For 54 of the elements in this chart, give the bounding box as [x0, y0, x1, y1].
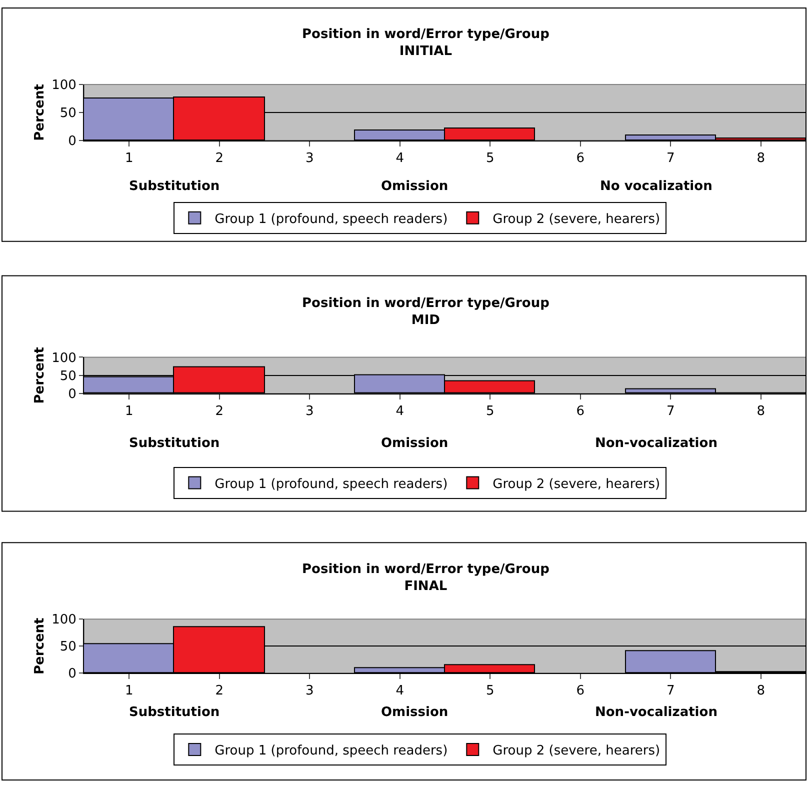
x-tick-label: 2: [215, 150, 224, 166]
y-axis-title: Percent: [32, 84, 48, 141]
x-tick-label: 5: [486, 150, 494, 166]
x-tick-label: 6: [576, 684, 585, 699]
legend-label: Group 1 (profound, speech readers): [214, 212, 448, 227]
text: Omission: [381, 436, 448, 451]
legend-label: Group 2 (severe, hearers): [492, 744, 660, 759]
x-tick-label: 3: [305, 684, 314, 699]
y-tick-label: 0: [68, 666, 76, 682]
x-tick-label: 7: [666, 150, 675, 166]
y-tick-label: 0: [68, 387, 76, 402]
chart-title: Position in word/Error type/Group MID: [302, 296, 550, 328]
text: Non-vocalization: [595, 705, 718, 720]
x-tick-label: 8: [756, 684, 766, 699]
chart-title: Position in word/Error type/Group INITIAL: [302, 27, 550, 59]
x-tick-label: 2: [215, 684, 224, 699]
x-tick-label: 8: [756, 150, 766, 166]
legend-label: Group 1 (profound, speech readers): [214, 744, 448, 759]
x-tick-label: 7: [666, 684, 675, 699]
y-axis-title: Percent: [32, 618, 48, 674]
x-tick-label: 4: [396, 684, 404, 699]
chart-title: Position in word/Error type/Group FINAL: [302, 562, 550, 594]
x-tick-label: 3: [305, 404, 314, 420]
x-tick-label: 1: [124, 150, 134, 166]
x-tick-label: 5: [486, 404, 494, 420]
y-tick-label: 100: [52, 78, 76, 94]
x-tick-label: 4: [396, 404, 404, 420]
x-tick-label: 1: [124, 404, 134, 420]
text: Substitution: [129, 436, 220, 451]
y-tick-label: 0: [68, 134, 76, 149]
y-tick-label: 50: [60, 106, 76, 121]
legend-label: Group 1 (profound, speech readers): [214, 476, 448, 492]
x-tick-label: 8: [756, 404, 766, 420]
text: No vocalization: [600, 179, 712, 194]
x-tick-label: 6: [576, 404, 585, 420]
y-tick-label: 100: [52, 350, 76, 366]
x-tick-label: 7: [666, 404, 675, 420]
x-tick-label: 4: [396, 150, 404, 166]
x-tick-label: 1: [124, 684, 134, 699]
y-tick-label: 100: [52, 612, 76, 628]
text: Substitution: [129, 179, 220, 194]
legend-label: Group 2 (severe, hearers): [492, 476, 660, 492]
y-tick-label: 50: [60, 640, 76, 655]
x-tick-label: 3: [305, 150, 314, 166]
legend-label: Group 2 (severe, hearers): [492, 212, 660, 227]
y-axis-title: Percent: [32, 346, 48, 404]
text: Non-vocalization: [595, 436, 718, 451]
x-tick-label: 5: [486, 684, 494, 699]
text: Substitution: [129, 705, 220, 720]
y-tick-label: 50: [60, 368, 76, 384]
text: Omission: [381, 705, 448, 720]
x-tick-label: 6: [576, 150, 585, 166]
text: Omission: [381, 179, 448, 194]
x-tick-label: 2: [215, 404, 224, 420]
